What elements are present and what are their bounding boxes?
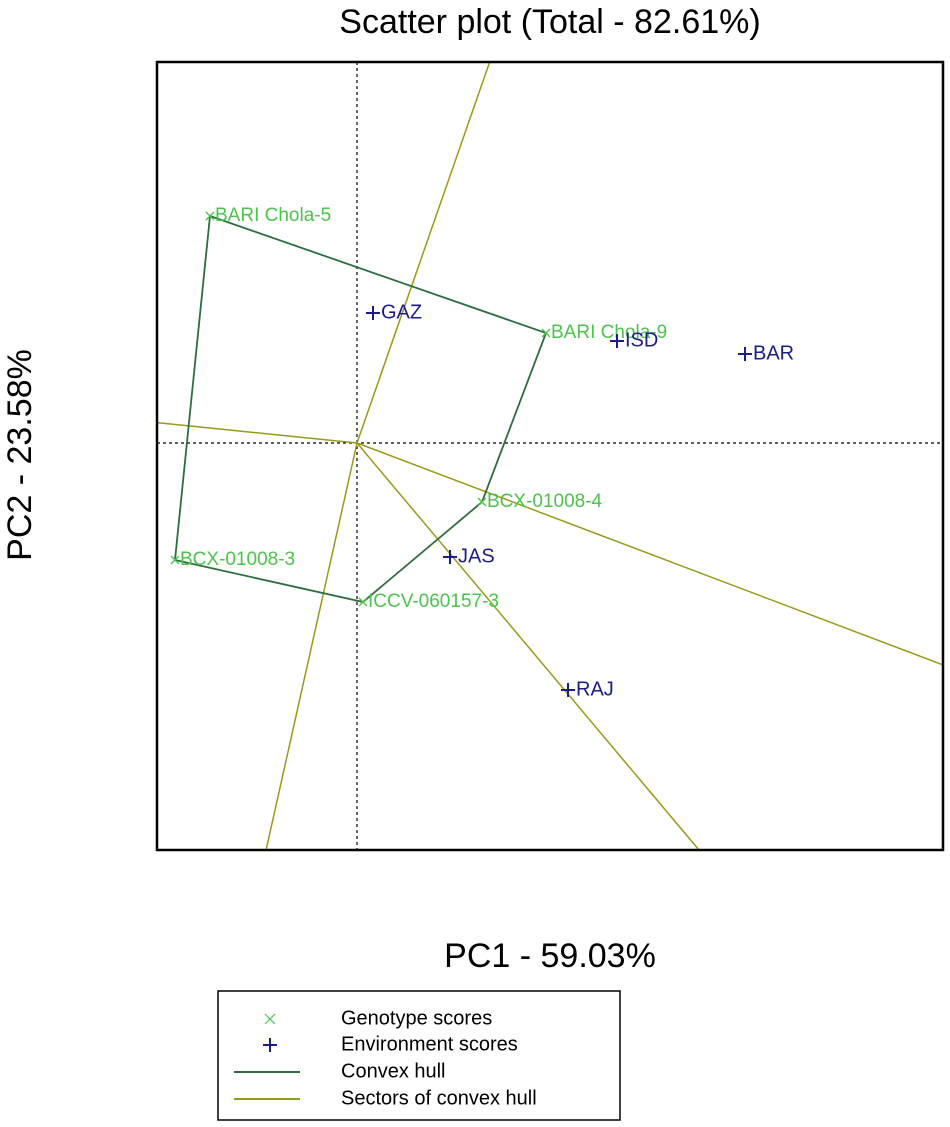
- point-label: BCX-01008-3: [180, 549, 295, 570]
- plot-frame: [155, 60, 945, 852]
- genotype-point: [205, 211, 215, 221]
- y-axis-label: PC2 - 23.58%: [1, 349, 39, 561]
- point-label: BARI Chola-5: [215, 205, 331, 226]
- point-label: BARI Chola-9: [551, 322, 667, 343]
- sector-line: [356, 61, 491, 444]
- point-label: BCX-01008-4: [487, 491, 603, 512]
- genotype-point: [541, 328, 551, 338]
- sector-line: [356, 442, 944, 666]
- point-label: JAS: [458, 545, 495, 567]
- convex-hull: [174, 214, 548, 603]
- marker-stroke: [358, 597, 368, 607]
- legend-label: Convex hull: [341, 1060, 446, 1082]
- environment-point: [443, 550, 457, 564]
- legend-label: Genotype scores: [341, 1007, 492, 1029]
- environment-point: [738, 347, 752, 361]
- marker-stroke: [205, 211, 215, 221]
- x-axis-label: PC1 - 59.03%: [444, 937, 656, 975]
- legend-marker: [264, 1013, 276, 1025]
- genotype-point: [170, 555, 180, 565]
- point-label: ISD: [625, 329, 658, 351]
- environment-point: [366, 306, 380, 320]
- genotype-point: [477, 497, 487, 507]
- environment-point: [561, 683, 575, 697]
- legend-label: Sectors of convex hull: [341, 1087, 537, 1109]
- chart-title: Scatter plot (Total - 82.61%): [339, 3, 760, 41]
- marker-stroke: [170, 555, 180, 565]
- point-label: BAR: [753, 342, 794, 364]
- point-label: RAJ: [576, 678, 614, 700]
- marker-stroke: [541, 328, 551, 338]
- sector-line: [156, 421, 358, 444]
- legend-label: Environment scores: [341, 1033, 518, 1055]
- point-label: GAZ: [381, 301, 422, 323]
- point-label: ICCV-060157-3: [368, 591, 499, 612]
- genotype-point: [358, 597, 368, 607]
- marker-stroke: [477, 497, 487, 507]
- legend-box: [217, 990, 621, 1121]
- sector-line: [356, 442, 700, 851]
- sector-line: [265, 442, 358, 851]
- environment-point: [610, 334, 624, 348]
